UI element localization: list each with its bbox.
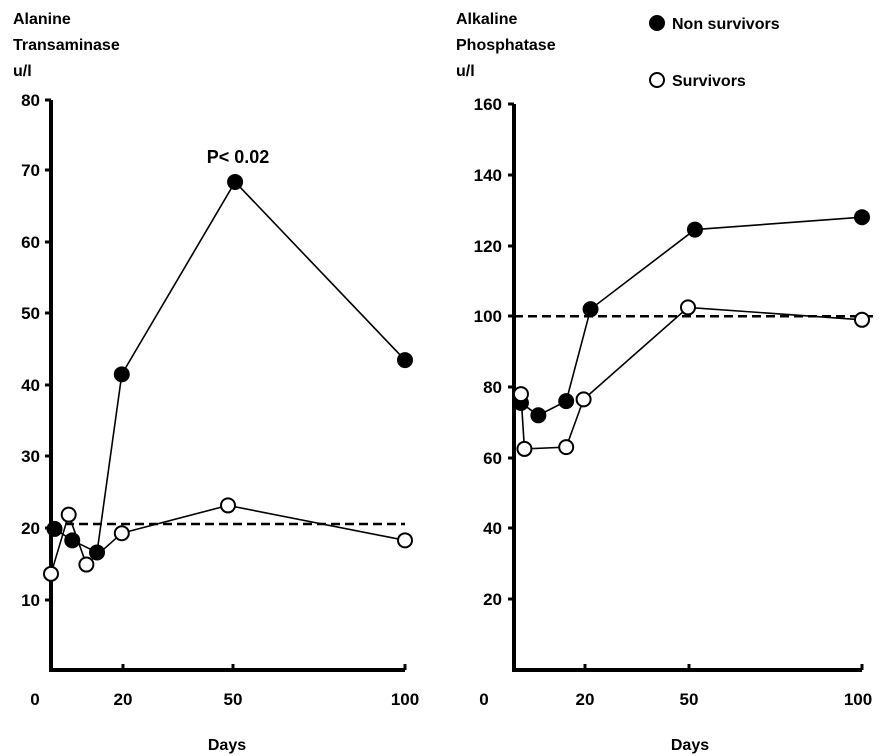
legend-filled-circle-icon: [649, 15, 665, 31]
alp-chart-panel: Alkaline Phosphatase u/l 20 40 60 80 100…: [456, 11, 874, 754]
alp-x-tick-label: 100: [844, 690, 872, 709]
alp-ylabel-line-1: Alkaline: [456, 11, 517, 28]
alt-survivors-point: [43, 565, 59, 582]
alp-x-tick-label: 20: [576, 690, 595, 709]
alt-survivors-point: [60, 506, 77, 523]
alp-survivors-point: [854, 311, 870, 328]
alt-y-tick-label: 70: [21, 161, 40, 180]
alp-x-tick-label: 0: [479, 690, 488, 709]
alp-survivors-line: [520, 306, 863, 450]
alp-non-survivors-point: [558, 393, 575, 410]
alp-ylabel-line-3: u/l: [456, 63, 475, 80]
alp-ylabel-line-2: Phosphatase: [456, 37, 556, 54]
alt-x-tick-label: 0: [30, 690, 39, 709]
alp-y-tick-label: 60: [483, 449, 502, 468]
alp-survivors-point: [558, 439, 575, 456]
alt-survivors-line: [50, 504, 406, 575]
alt-x-tick-label: 100: [391, 690, 419, 709]
alt-x-tick-label: 20: [114, 690, 133, 709]
alp-y-tick-label: 20: [483, 590, 502, 609]
alp-non-survivors-point: [530, 407, 547, 424]
alt-series-survivors: [43, 497, 413, 582]
alt-y-tick-label: 50: [21, 304, 40, 323]
alt-non-survivors-point: [227, 173, 244, 190]
alp-survivors-point: [516, 440, 533, 457]
alt-non-survivors-point: [46, 520, 63, 537]
alp-x-axis-label: Days: [671, 737, 709, 754]
alp-non-survivors-point: [686, 221, 703, 238]
alp-survivors-point: [512, 386, 529, 403]
alp-y-tick-label: 40: [483, 519, 502, 538]
alt-y-tick-label: 30: [21, 447, 40, 466]
alp-y-tick-label: 100: [474, 307, 502, 326]
alt-survivors-point: [397, 532, 413, 549]
legend-open-circle-icon: [649, 72, 665, 88]
alt-y-tick-label: 60: [21, 233, 40, 252]
alt-x-axis-label: Days: [208, 737, 246, 754]
alp-x-tick-label: 50: [680, 690, 699, 709]
alt-significance-annotation: P< 0.02: [207, 147, 270, 167]
alp-non-survivors-point: [582, 301, 599, 318]
alp-y-tick-label: 160: [474, 95, 502, 114]
alt-survivors-point: [113, 525, 130, 542]
alp-y-tick-label: 80: [483, 378, 502, 397]
legend-label-survivors: Survivors: [672, 73, 746, 90]
alt-survivors-point: [78, 556, 95, 573]
alt-y-tick-label: 20: [21, 519, 40, 538]
alt-non-survivors-point: [89, 544, 106, 561]
alt-x-tick-label: 50: [224, 690, 243, 709]
alt-y-tick-label: 40: [21, 376, 40, 395]
alt-non-survivors-point: [397, 352, 413, 369]
alt-series-non-survivors: [46, 173, 413, 561]
alp-series-survivors: [512, 299, 870, 457]
alt-ylabel-line-2: Transaminase: [13, 37, 120, 54]
legend: Non survivors Survivors: [649, 15, 780, 90]
alp-y-tick-label: 120: [474, 237, 502, 256]
alp-series-non-survivors: [512, 209, 870, 424]
alt-non-survivors-line: [54, 180, 406, 554]
alt-ylabel-line-3: u/l: [13, 63, 32, 80]
alt-chart-panel: Alanine Transaminase u/l 10 20 30 40 50 …: [13, 11, 419, 754]
alt-y-tick-label: 10: [21, 591, 40, 610]
alt-ylabel-line-1: Alanine: [13, 11, 71, 28]
alt-survivors-point: [220, 497, 236, 514]
legend-label-non-survivors: Non survivors: [672, 16, 780, 33]
alp-survivors-point: [680, 299, 696, 316]
alp-survivors-point: [575, 391, 592, 408]
alt-non-survivors-point: [113, 366, 130, 383]
alp-non-survivors-point: [854, 209, 870, 226]
alp-y-tick-label: 140: [474, 166, 502, 185]
alt-y-tick-label: 80: [21, 91, 40, 110]
